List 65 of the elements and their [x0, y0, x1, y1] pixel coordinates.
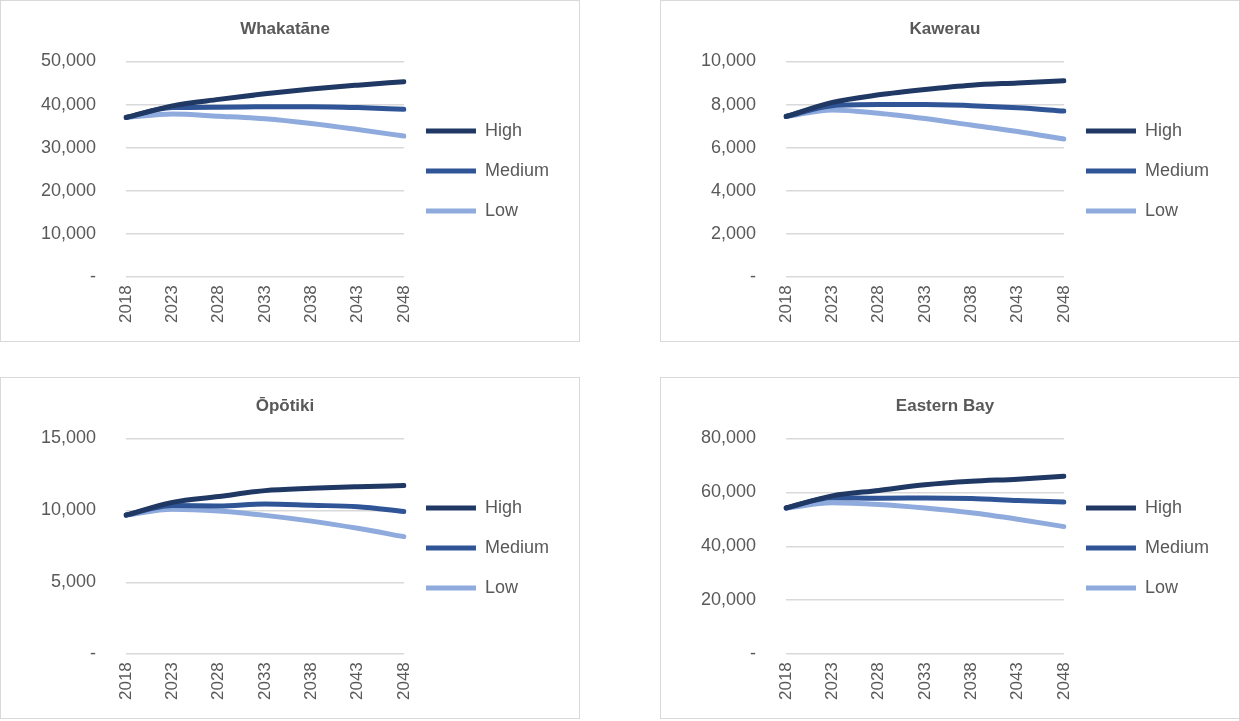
x-tick-label: 2023 — [162, 285, 182, 324]
legend-label: Low — [1144, 199, 1179, 220]
x-tick-label: 2023 — [162, 662, 182, 701]
x-tick-label: 2048 — [393, 662, 413, 701]
legend-label: High — [484, 496, 523, 517]
y-tick-label: 2,000 — [711, 222, 757, 243]
legend-label: Low — [484, 199, 519, 220]
y-tick-label: 20,000 — [700, 589, 757, 610]
y-tick-label: 4,000 — [711, 179, 757, 200]
x-tick-label: 2033 — [914, 662, 934, 701]
y-tick-label: 50,000 — [40, 50, 97, 71]
x-tick-label: 2023 — [822, 285, 842, 324]
legend-label: Low — [484, 576, 519, 597]
y-tick-label: 5,000 — [51, 571, 97, 592]
x-tick-label: 2043 — [347, 662, 367, 701]
x-tick-label: 2023 — [822, 662, 842, 701]
y-tick-label: - — [90, 643, 97, 664]
y-tick-label: 30,000 — [40, 136, 97, 157]
legend-label: High — [1144, 496, 1183, 517]
y-tick-label: 15,000 — [40, 427, 97, 448]
y-tick-label: 40,000 — [40, 93, 97, 114]
x-tick-label: 2038 — [301, 662, 321, 701]
y-tick-label: 10,000 — [40, 222, 97, 243]
legend-label: Medium — [484, 159, 550, 180]
x-tick-label: 2033 — [254, 662, 274, 701]
x-tick-label: 2018 — [775, 285, 795, 324]
chart-title: Kawerau — [909, 18, 981, 38]
y-tick-label: 8,000 — [711, 93, 757, 114]
x-tick-label: 2028 — [208, 285, 228, 324]
x-tick-label: 2043 — [347, 285, 367, 324]
x-tick-label: 2028 — [868, 285, 888, 324]
x-tick-label: 2038 — [961, 662, 981, 701]
y-tick-label: - — [750, 266, 757, 287]
legend-label: Medium — [1144, 159, 1210, 180]
legend-label: High — [1144, 119, 1183, 140]
y-tick-label: 6,000 — [711, 136, 757, 157]
y-tick-label: - — [90, 266, 97, 287]
y-tick-label: 40,000 — [700, 535, 757, 556]
x-tick-label: 2048 — [1053, 662, 1073, 701]
x-tick-label: 2028 — [208, 662, 228, 701]
y-tick-label: 60,000 — [700, 481, 757, 502]
chart-title: Ōpōtiki — [255, 395, 315, 415]
y-tick-label: 20,000 — [40, 179, 97, 200]
x-tick-label: 2043 — [1007, 285, 1027, 324]
legend-label: Medium — [484, 536, 550, 557]
x-tick-label: 2018 — [115, 662, 135, 701]
y-tick-label: 10,000 — [700, 50, 757, 71]
x-tick-label: 2048 — [393, 285, 413, 324]
x-tick-label: 2018 — [115, 285, 135, 324]
legend-label: High — [484, 119, 523, 140]
chart-title: Eastern Bay — [895, 395, 995, 415]
legend-label: Medium — [1144, 536, 1210, 557]
x-tick-label: 2048 — [1053, 285, 1073, 324]
x-tick-label: 2038 — [301, 285, 321, 324]
x-tick-label: 2033 — [914, 285, 934, 324]
y-tick-label: - — [750, 643, 757, 664]
x-tick-label: 2028 — [868, 662, 888, 701]
x-tick-label: 2038 — [961, 285, 981, 324]
x-tick-label: 2018 — [775, 662, 795, 701]
chart-title: Whakatāne — [240, 18, 330, 38]
y-tick-label: 80,000 — [700, 427, 757, 448]
y-tick-label: 10,000 — [40, 499, 97, 520]
legend-label: Low — [1144, 576, 1179, 597]
x-tick-label: 2033 — [254, 285, 274, 324]
x-tick-label: 2043 — [1007, 662, 1027, 701]
